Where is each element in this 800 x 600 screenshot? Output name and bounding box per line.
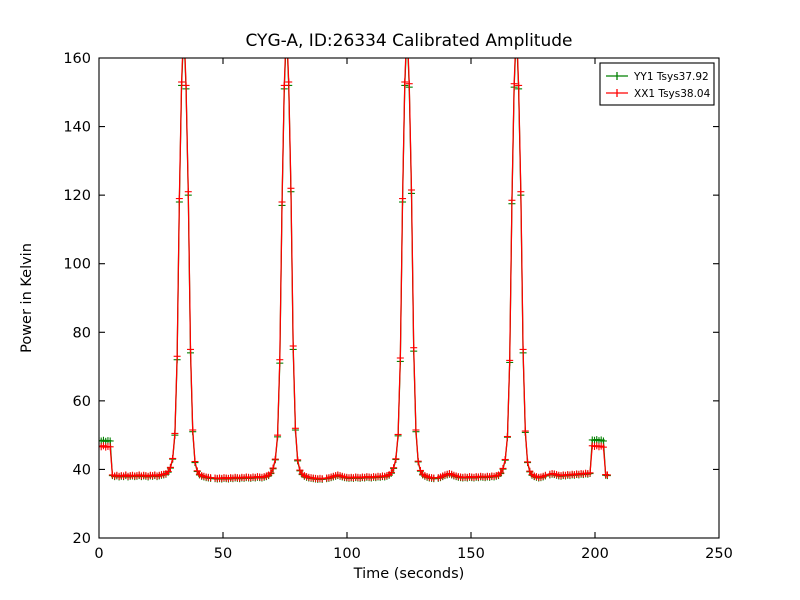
x-tick-label: 250 bbox=[705, 546, 733, 562]
axes-frame bbox=[98, 57, 720, 539]
x-tick-label: 150 bbox=[457, 546, 485, 562]
series-xx1 bbox=[99, 58, 611, 483]
x-tick-label: 100 bbox=[333, 546, 361, 562]
y-tick-label: 40 bbox=[73, 462, 91, 478]
x-tick-label: 0 bbox=[94, 546, 103, 562]
y-tick-label: 160 bbox=[63, 51, 91, 67]
plot-background bbox=[99, 58, 719, 538]
chart-title: CYG-A, ID:26334 Calibrated Amplitude bbox=[245, 31, 572, 51]
y-tick-label: 80 bbox=[73, 325, 91, 341]
legend-label: YY1 Tsys37.92 bbox=[633, 71, 709, 83]
x-axis-label: Time (seconds) bbox=[353, 566, 465, 582]
x-tick-label: 200 bbox=[581, 546, 609, 562]
legend-label: XX1 Tsys38.04 bbox=[634, 88, 711, 100]
series-markers bbox=[99, 78, 611, 483]
y-tick-label: 20 bbox=[73, 531, 91, 547]
y-tick-label: 60 bbox=[73, 394, 91, 410]
tick-layer: 0 50 100 150 200 250 20 40 60 80 100 120 140 160 bbox=[63, 51, 733, 562]
x-tick-label: 50 bbox=[214, 546, 232, 562]
legend[interactable]: YY1 Tsys37.92 XX1 Tsys38.04 bbox=[599, 62, 715, 106]
data-series-layer bbox=[99, 58, 611, 483]
legend-entry[interactable]: YY1 Tsys37.92 bbox=[606, 71, 709, 83]
y-tick-label: 140 bbox=[63, 120, 91, 136]
y-tick-label: 120 bbox=[63, 188, 91, 204]
axes-layer bbox=[98, 57, 720, 539]
y-axis-label: Power in Kelvin bbox=[19, 243, 35, 353]
y-tick-label: 100 bbox=[63, 257, 91, 273]
legend-entry[interactable]: XX1 Tsys38.04 bbox=[606, 88, 711, 100]
legend-box bbox=[599, 62, 715, 106]
